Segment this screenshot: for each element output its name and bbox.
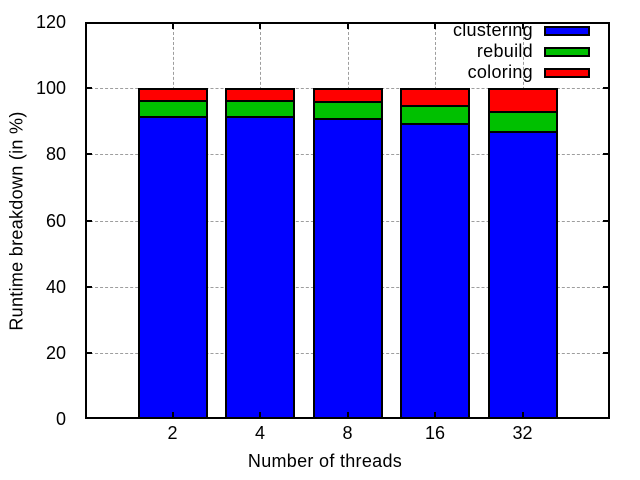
x-tick-mark-bottom — [171, 412, 174, 419]
bar-segment-rebuild — [489, 112, 556, 133]
x-tick-mark-top — [434, 22, 436, 29]
legend-row: clustering — [453, 20, 590, 41]
y-tick-label: 100 — [35, 78, 66, 99]
y-tick-label: 80 — [45, 144, 66, 165]
legend-swatch-coloring — [544, 67, 590, 78]
y-tick-mark-left — [85, 351, 92, 354]
bar-segment-rebuild — [402, 106, 468, 125]
bar-segment-clustering — [402, 124, 468, 417]
x-tick-mark-bottom — [259, 412, 261, 419]
x-tick-label: 4 — [254, 423, 265, 443]
x-tick-label: 2 — [167, 423, 178, 443]
bar-segment-clustering — [227, 118, 293, 417]
plot-area — [85, 22, 610, 419]
legend: clustering rebuild coloring — [453, 20, 590, 83]
y-tick-mark-right — [603, 351, 610, 354]
x-tick-mark-top — [521, 22, 524, 29]
x-tick-mark-bottom — [346, 412, 349, 419]
legend-row: rebuild — [453, 41, 590, 62]
x-tick-label: 32 — [512, 423, 533, 443]
y-tick-mark-right — [603, 219, 610, 222]
bar — [487, 88, 558, 419]
legend-label-coloring: coloring — [467, 62, 533, 82]
bar-segment-clustering — [314, 119, 381, 417]
bar-segment-coloring — [489, 90, 556, 113]
y-tick-label: 120 — [35, 12, 66, 32]
bar-segment-rebuild — [139, 101, 206, 119]
bar — [225, 88, 295, 419]
y-tick-label: 60 — [45, 210, 66, 231]
y-tick-label: 40 — [45, 276, 66, 297]
x-tick-mark-bottom — [434, 412, 436, 419]
x-tick-mark-top — [171, 22, 174, 29]
legend-row: coloring — [453, 62, 590, 83]
legend-swatch-clustering — [544, 25, 590, 36]
bar — [400, 88, 470, 419]
y-tick-label: 0 — [55, 409, 66, 429]
y-tick-mark-left — [85, 219, 92, 222]
bar-segment-coloring — [314, 90, 381, 104]
legend-swatch-rebuild — [544, 46, 590, 57]
legend-label-clustering: clustering — [452, 20, 533, 40]
y-tick-mark-left — [85, 153, 92, 156]
y-tick-mark-right — [603, 87, 610, 90]
x-tick-mark-top — [346, 22, 349, 29]
y-tick-label: 20 — [45, 342, 66, 363]
bar-segment-coloring — [227, 90, 293, 102]
x-axis-title: Number of threads — [247, 451, 403, 471]
bar-segment-clustering — [139, 118, 206, 417]
x-tick-label: 8 — [342, 423, 353, 443]
bar-segment-rebuild — [227, 101, 293, 119]
legend-label-rebuild: rebuild — [476, 41, 533, 61]
x-tick-label: 16 — [424, 423, 446, 443]
y-tick-mark-right — [603, 285, 610, 288]
bar-segment-rebuild — [314, 103, 381, 120]
bar — [312, 88, 383, 419]
bar-segment-coloring — [139, 90, 206, 102]
y-tick-mark-right — [603, 153, 610, 156]
x-tick-mark-bottom — [521, 412, 524, 419]
y-tick-mark-left — [85, 285, 92, 288]
bar — [137, 88, 208, 419]
bar-segment-coloring — [402, 90, 468, 107]
x-tick-mark-top — [259, 22, 261, 29]
y-tick-mark-left — [85, 87, 92, 90]
bar-segment-clustering — [489, 132, 556, 417]
